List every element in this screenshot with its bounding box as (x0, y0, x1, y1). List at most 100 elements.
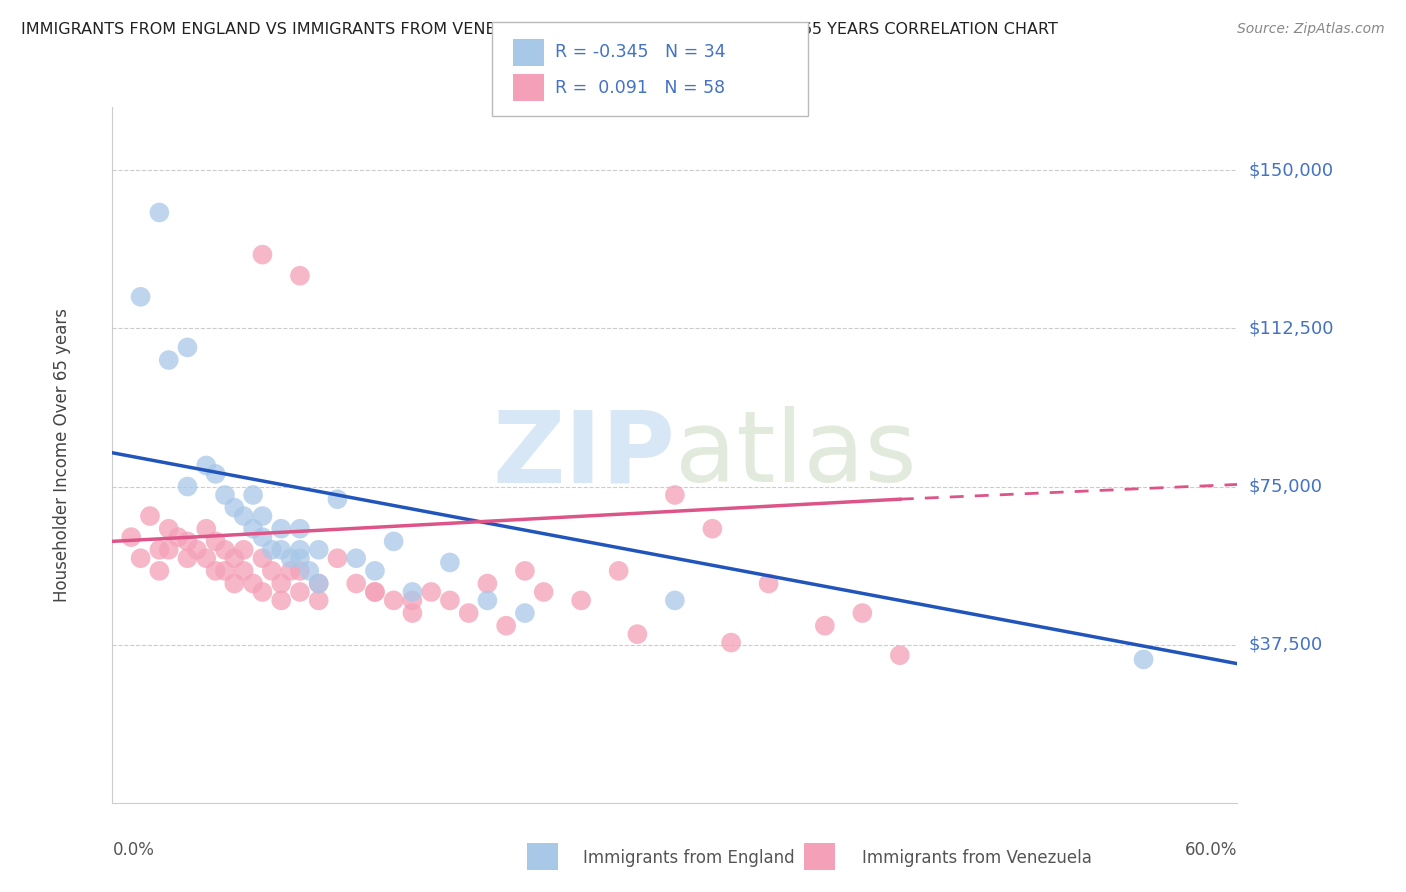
Point (664, 488, 686, 502)
Point (758, 576, 780, 591)
Point (344, 576, 367, 591)
Point (664, 593, 686, 607)
Point (214, 542, 236, 557)
Point (252, 247, 274, 261)
Point (720, 635, 742, 649)
Point (232, 542, 254, 557)
Point (204, 467, 226, 481)
Point (439, 593, 461, 607)
Point (129, 551, 152, 566)
Point (176, 534, 198, 549)
Point (401, 585, 423, 599)
Point (477, 576, 499, 591)
Point (288, 522, 311, 536)
Point (270, 542, 292, 557)
Point (195, 458, 218, 473)
Point (148, 542, 170, 557)
Point (139, 509, 162, 524)
Point (176, 479, 198, 493)
Point (288, 268, 311, 283)
Point (851, 606, 873, 620)
Point (252, 551, 274, 566)
Point (214, 488, 236, 502)
Point (260, 542, 283, 557)
Point (260, 564, 283, 578)
Point (401, 593, 423, 607)
Point (308, 576, 330, 591)
Point (270, 576, 292, 591)
Point (626, 627, 648, 641)
Point (308, 576, 330, 591)
Point (382, 534, 405, 549)
Point (252, 509, 274, 524)
Point (702, 522, 724, 536)
Point (157, 353, 180, 368)
Point (495, 618, 517, 632)
Point (270, 522, 292, 536)
Text: R = -0.345   N = 34: R = -0.345 N = 34 (555, 43, 725, 62)
Point (167, 530, 190, 544)
Text: 60.0%: 60.0% (1185, 841, 1237, 859)
Point (308, 593, 330, 607)
Text: Immigrants from England: Immigrants from England (583, 849, 794, 867)
Point (270, 593, 292, 607)
Point (513, 564, 536, 578)
Point (326, 492, 349, 507)
Text: atlas: atlas (675, 407, 917, 503)
Point (242, 522, 264, 536)
Point (533, 585, 555, 599)
Point (326, 551, 349, 566)
Point (308, 542, 330, 557)
Point (889, 648, 911, 663)
Point (204, 564, 226, 578)
Text: $75,000: $75,000 (1249, 477, 1323, 496)
Point (224, 576, 246, 591)
Point (148, 564, 170, 578)
Point (298, 564, 321, 578)
Point (288, 542, 311, 557)
Point (477, 593, 499, 607)
Point (1132, 652, 1154, 666)
Point (242, 488, 264, 502)
Point (186, 542, 208, 557)
Text: $112,500: $112,500 (1249, 319, 1334, 337)
Text: $37,500: $37,500 (1249, 636, 1323, 654)
Point (204, 534, 226, 549)
Point (280, 551, 302, 566)
Text: ZIP: ZIP (492, 407, 675, 503)
Point (157, 522, 180, 536)
Point (195, 551, 218, 566)
Point (224, 551, 246, 566)
Point (288, 564, 311, 578)
Point (195, 522, 218, 536)
Point (129, 290, 152, 304)
Text: $150,000: $150,000 (1249, 161, 1333, 179)
Point (439, 556, 461, 570)
Text: IMMIGRANTS FROM ENGLAND VS IMMIGRANTS FROM VENEZUELA HOUSEHOLDER INCOME OVER 65 : IMMIGRANTS FROM ENGLAND VS IMMIGRANTS FR… (21, 22, 1057, 37)
Point (120, 530, 142, 544)
Point (569, 593, 592, 607)
Point (252, 585, 274, 599)
Text: R =  0.091   N = 58: R = 0.091 N = 58 (555, 78, 725, 96)
Point (607, 564, 630, 578)
Point (288, 551, 311, 566)
Point (232, 564, 254, 578)
Point (344, 551, 367, 566)
Text: Immigrants from Venezuela: Immigrants from Venezuela (862, 849, 1092, 867)
Point (364, 564, 387, 578)
Point (176, 551, 198, 566)
Point (513, 606, 536, 620)
Text: Source: ZipAtlas.com: Source: ZipAtlas.com (1237, 22, 1385, 37)
Point (364, 585, 387, 599)
Point (252, 530, 274, 544)
Text: 0.0%: 0.0% (112, 841, 155, 859)
Point (814, 618, 837, 632)
Text: Householder Income Over 65 years: Householder Income Over 65 years (53, 308, 70, 602)
Point (157, 542, 180, 557)
Point (457, 606, 479, 620)
Point (214, 564, 236, 578)
Point (280, 564, 302, 578)
Point (224, 500, 246, 515)
Point (382, 593, 405, 607)
Point (401, 606, 423, 620)
